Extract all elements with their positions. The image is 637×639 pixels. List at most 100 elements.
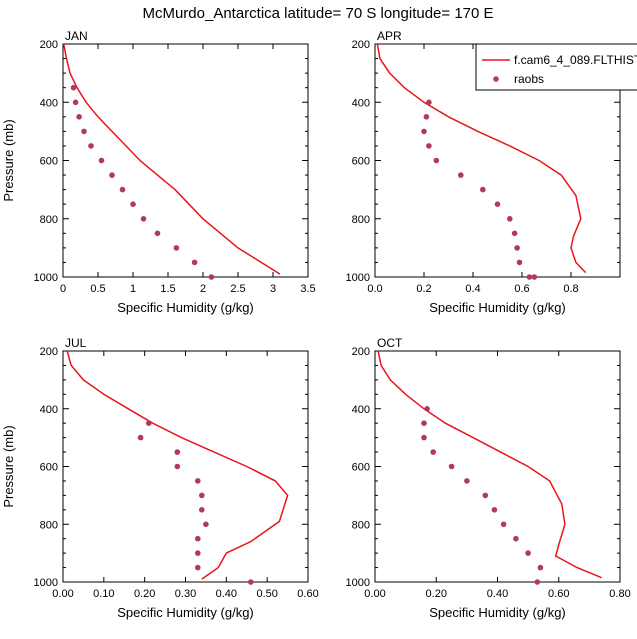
model-series-line [62,43,281,275]
obs-point [430,449,437,455]
y-tick-label: 800 [352,519,370,531]
y-tick-label: 1000 [346,272,370,284]
obs-point [537,564,544,571]
obs-point [433,157,440,164]
y-axis-label: Pressure (mb) [1,119,16,201]
obs-point [426,143,432,149]
y-tick-label: 600 [40,156,58,168]
x-tick-label: 1.5 [160,283,175,295]
obs-point [500,521,507,528]
model-series-line [376,43,587,274]
x-axis-label: Specific Humidity (g/kg) [117,300,254,315]
obs-point [208,274,215,280]
model-series-line [66,350,289,580]
x-tick-label: 0 [60,283,66,295]
obs-point [195,478,201,484]
obs-point [174,463,181,470]
obs-point [98,157,105,164]
y-tick-label: 200 [40,346,58,358]
obs-point [146,420,152,427]
y-tick-label: 1000 [34,272,58,284]
obs-point [448,463,455,470]
y-tick-label: 400 [352,404,370,416]
x-tick-label: 0.60 [297,588,318,600]
x-tick-label: 0.2 [416,283,431,295]
obs-point [137,434,144,441]
obs-point [173,245,180,251]
y-tick-label: 800 [352,214,370,226]
y-tick-label: 600 [352,156,370,168]
y-tick-label: 200 [352,39,370,51]
panel-title: JUL [65,336,87,350]
x-tick-label: 0.10 [93,588,114,600]
legend: f.cam6_4_089.FLTHIST raobs [475,43,637,91]
obs-point [203,521,209,528]
obs-point [421,128,427,135]
x-tick-label: 1 [130,283,136,295]
obs-point [421,420,427,427]
obs-point [534,579,541,585]
obs-point [516,259,523,266]
legend-obs-label: raobs [514,72,544,86]
obs-point [199,507,205,513]
obs-point [480,186,486,193]
x-axis-label: Specific Humidity (g/kg) [429,605,566,620]
panel-jan: JAN 0 0.5 1 1.5 2 2.5 3 3.5 200 400 600 800 1000 Speci… [1,29,316,315]
plot-frame [374,350,621,583]
obs-point [426,99,432,106]
y-tick-label: 400 [40,404,58,416]
panel-apr: APR 0.0 0.2 0.4 0.6 0.8 200 400 600 800 1000 Specif… [346,29,621,315]
obs-point [424,406,430,412]
x-tick-label: 0.30 [175,588,196,600]
x-tick-label: 0.6 [514,283,529,295]
obs-point [507,216,513,222]
y-tick-label: 1000 [346,577,370,589]
x-tick-label: 0.4 [465,283,480,295]
legend-dot-swatch [493,76,499,82]
obs-point [195,564,201,571]
panel-title: APR [377,29,402,43]
obs-point [199,492,205,499]
x-tick-label: 0.00 [52,588,73,600]
y-axis-label: Pressure (mb) [1,425,16,507]
y-tick-label: 400 [40,97,58,109]
obs-point [119,186,126,193]
obs-point [464,478,470,484]
x-tick-label: 0.8 [563,283,578,295]
model-series-line [377,350,602,579]
y-tick-label: 800 [40,519,58,531]
obs-point [525,550,531,556]
panel-title: JAN [65,29,88,43]
plot-frame [62,350,309,583]
x-tick-label: 3 [270,283,276,295]
obs-point [140,216,147,222]
x-tick-label: 0.20 [134,588,155,600]
x-tick-label: 0.20 [426,588,447,600]
x-tick-label: 0.40 [216,588,237,600]
obs-point [195,550,201,556]
obs-point [109,172,115,178]
obs-point [482,492,489,499]
obs-point [174,449,181,455]
y-tick-label: 1000 [34,577,58,589]
x-tick-label: 0.5 [90,283,105,295]
obs-point [191,259,198,266]
legend-model-label: f.cam6_4_089.FLTHIST [514,53,637,67]
x-tick-label: 2.5 [230,283,245,295]
obs-point [81,128,87,135]
legend-box [475,43,637,91]
x-tick-label: 0.60 [548,588,569,600]
obs-point [154,230,161,237]
obs-point [513,535,519,542]
obs-point [72,99,79,106]
obs-point [494,201,501,207]
obs-point [70,84,77,91]
obs-point [88,143,94,149]
y-tick-label: 600 [40,462,58,474]
x-tick-label: 0.00 [364,588,385,600]
x-tick-label: 0.50 [256,588,277,600]
obs-point [491,507,498,513]
y-tick-label: 800 [40,214,58,226]
x-axis-label: Specific Humidity (g/kg) [429,300,566,315]
